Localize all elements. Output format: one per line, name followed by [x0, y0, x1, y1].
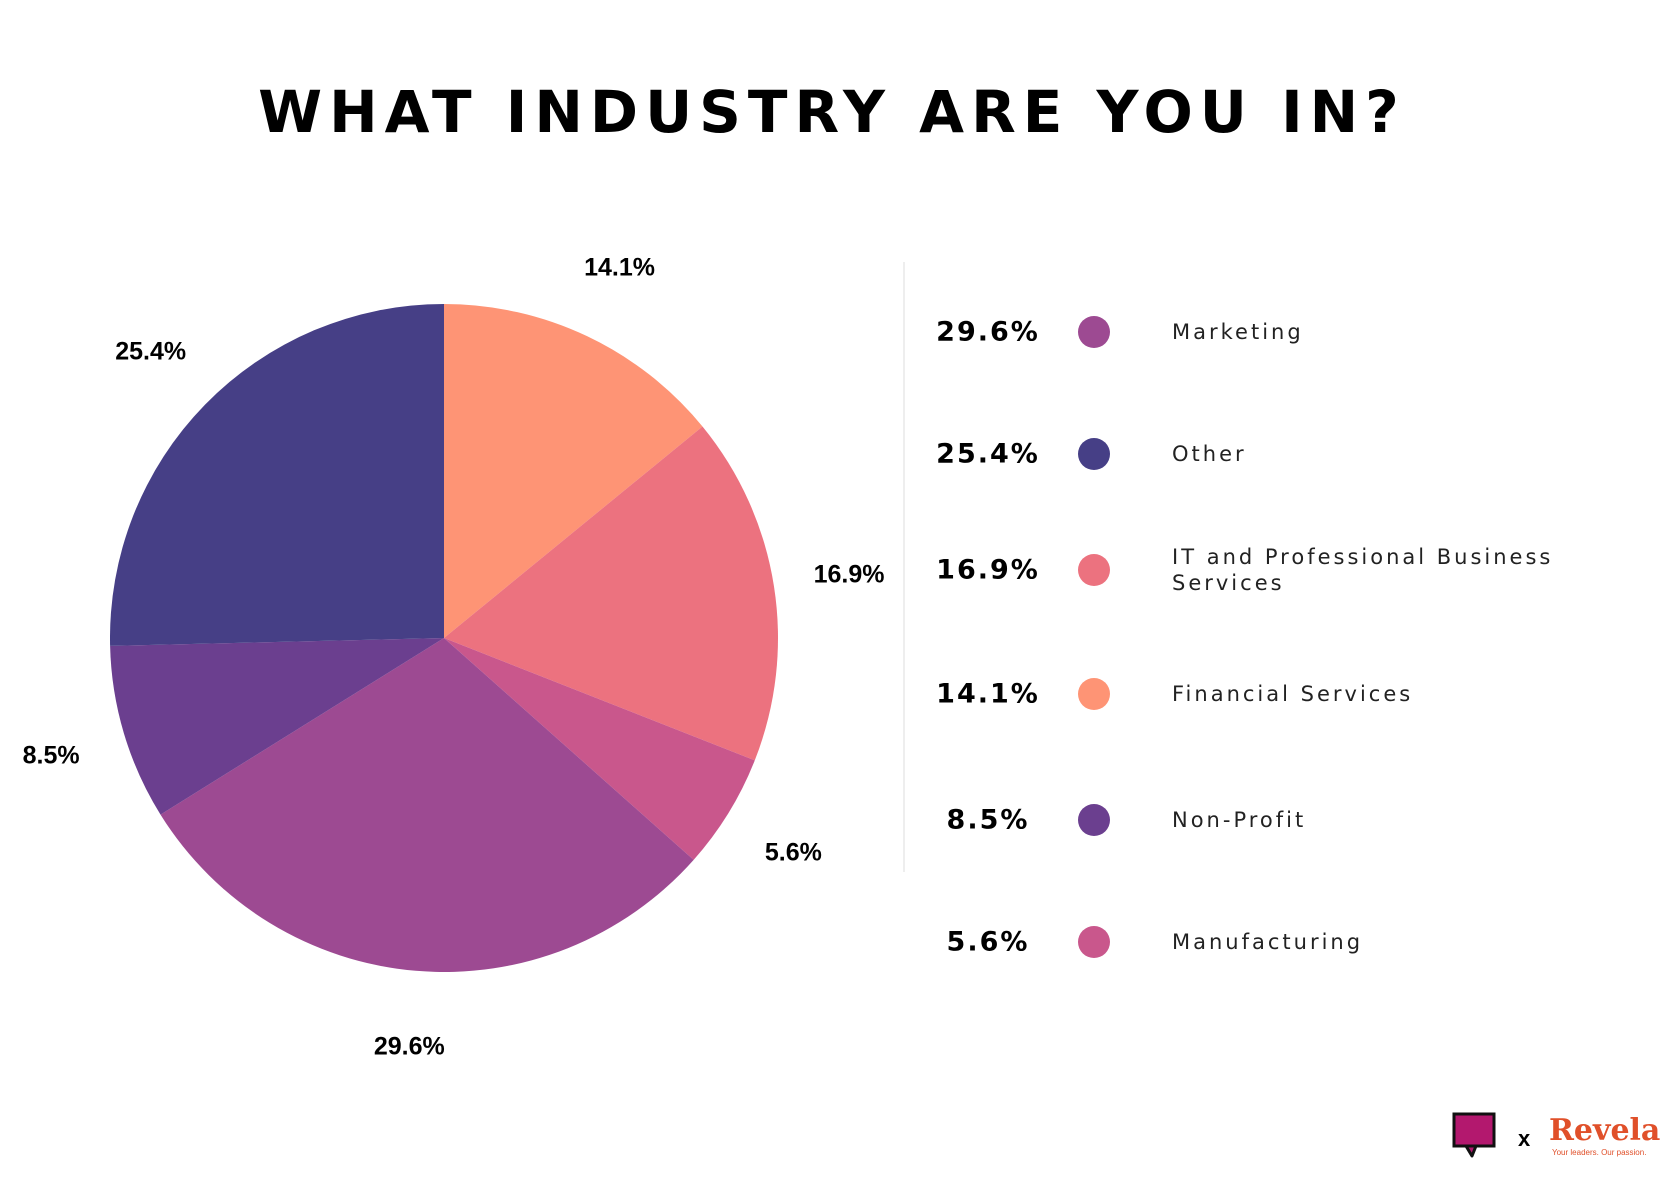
legend-label: IT and Professional Business Services [1172, 545, 1554, 595]
pie-slice-non-profit [110, 638, 444, 815]
legend-percent: 14.1% [936, 678, 1040, 710]
legend-swatch [1078, 316, 1110, 348]
slice-label-financial-services: 14.1% [584, 253, 655, 281]
slice-label-non-profit: 8.5% [23, 741, 80, 769]
logo-separator: x [1518, 1126, 1531, 1151]
legend-label: Financial Services [1172, 682, 1414, 706]
slice-label-marketing: 29.6% [374, 1033, 445, 1061]
legend-swatch [1078, 804, 1110, 836]
legend-swatch [1078, 678, 1110, 710]
legend-label: Non-Profit [1172, 808, 1307, 832]
legend-swatch [1078, 438, 1110, 470]
revela-logo: Revela [1549, 1113, 1661, 1148]
revela-tagline: Your leaders. Our passion. [1552, 1148, 1647, 1157]
pie-slice-other [109, 304, 444, 646]
slice-label-other: 25.4% [115, 338, 186, 366]
chart-title: WHAT INDUSTRY ARE YOU IN? [258, 78, 1406, 146]
legend-percent: 16.9% [936, 554, 1040, 586]
legend-label: Other [1172, 442, 1247, 466]
slice-label-it-and-professional-business-services: 16.9% [814, 561, 885, 589]
legend-percent: 25.4% [936, 438, 1040, 470]
footer-logos: x Revela Your leaders. Our passion. [1452, 1112, 1660, 1172]
pie-slice-financial-services [444, 304, 703, 638]
legend-swatch [1078, 926, 1110, 958]
legend-label: Manufacturing [1172, 930, 1364, 954]
speech-bubble-icon [1452, 1112, 1496, 1158]
legend-label: Marketing [1172, 320, 1304, 344]
legend-percent: 8.5% [946, 804, 1030, 836]
legend-divider [903, 262, 905, 872]
legend-percent: 5.6% [946, 926, 1030, 958]
pie-slice-manufacturing [444, 638, 755, 860]
legend-percent: 29.6% [936, 316, 1040, 348]
legend-swatch [1078, 554, 1110, 586]
slice-label-manufacturing: 5.6% [765, 839, 822, 867]
pie-slice-marketing [160, 638, 694, 972]
pie-slice-it-and-professional-business-services [444, 426, 778, 761]
